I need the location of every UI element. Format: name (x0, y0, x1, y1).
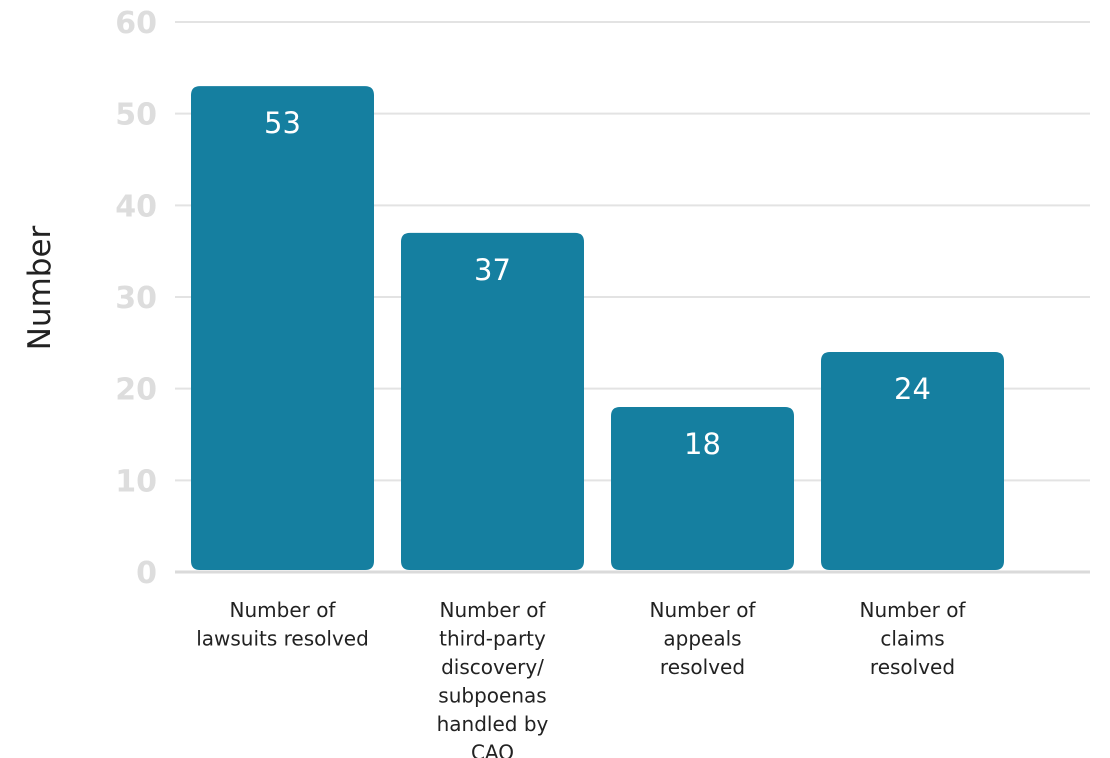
x-tick-label-line: subpoenas (438, 684, 546, 708)
y-tick-label: 60 (115, 6, 157, 41)
x-tick-label-line: handled by (437, 712, 549, 736)
y-axis-title: Number (22, 225, 58, 350)
x-axis-ticks: Number of lawsuits resolved Number of third… (196, 598, 966, 758)
x-tick-label-line: Number of (650, 598, 757, 622)
bar (821, 352, 1004, 570)
bar (611, 407, 794, 570)
x-tick-label: Number of claims resolved (860, 598, 967, 679)
x-tick-label-line: resolved (660, 655, 745, 679)
x-tick-label-line: third-party (439, 627, 546, 651)
bar-data-labels: 53 37 18 24 (264, 106, 931, 461)
x-tick-label-line: appeals (663, 627, 741, 651)
bar-data-label: 53 (264, 106, 301, 140)
y-tick-label: 20 (115, 373, 157, 408)
y-tick-label: 50 (115, 98, 157, 133)
x-tick-label-line: Number of (440, 598, 547, 622)
bar (191, 86, 374, 571)
x-tick-label-line: CAO (471, 741, 514, 758)
bar (401, 232, 584, 571)
y-tick-label: 10 (115, 464, 157, 499)
x-tick-label-line: resolved (870, 655, 955, 679)
x-tick-label-line: Number of (230, 598, 337, 622)
bars (191, 86, 1004, 571)
y-tick-label: 0 (136, 556, 157, 591)
x-tick-label-line: discovery/ (441, 655, 544, 679)
x-tick-label-line: lawsuits resolved (196, 627, 369, 651)
x-tick-label: Number of lawsuits resolved (196, 598, 369, 651)
bar-data-label: 18 (684, 427, 721, 461)
x-tick-label: Number of third-party discovery/subpoenas h… (437, 598, 549, 758)
bar-data-label: 24 (894, 372, 931, 406)
x-tick-label: Number of appeals resolved (650, 598, 757, 679)
bar-data-label: 37 (474, 253, 511, 287)
y-axis-ticks: 0 10 20 30 40 50 60 (115, 6, 157, 591)
y-tick-label: 40 (115, 189, 157, 224)
x-tick-label-line: Number of (860, 598, 967, 622)
x-tick-label-line: claims (880, 627, 944, 651)
y-tick-label: 30 (115, 281, 157, 316)
